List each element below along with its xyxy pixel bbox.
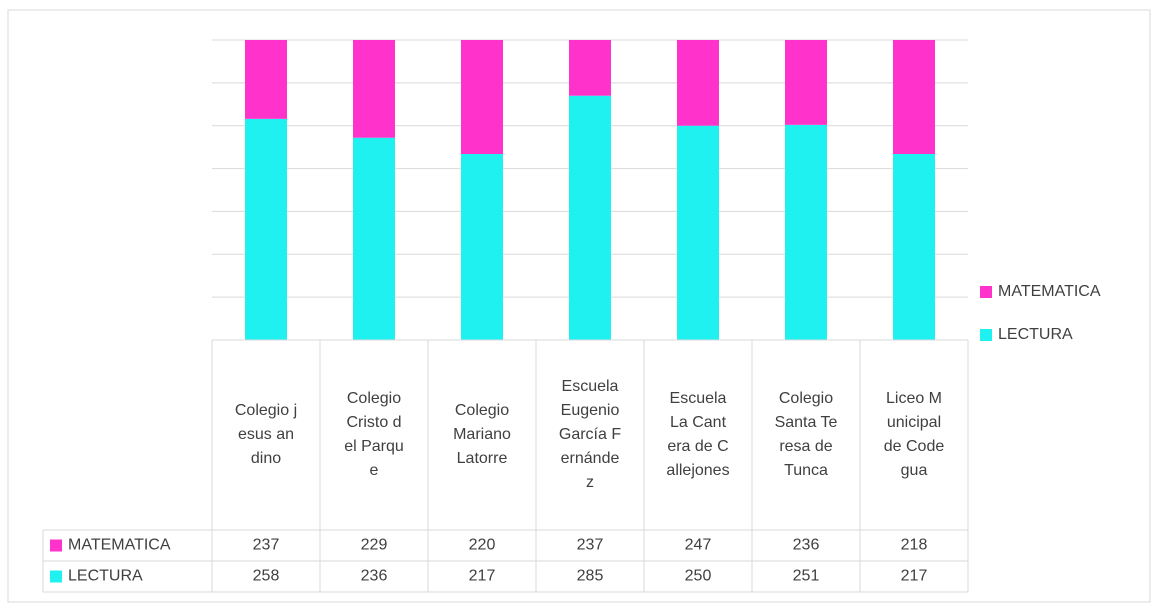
table-value: 250: [685, 568, 712, 585]
category-cell: Colegio Cristo del Parque: [344, 390, 404, 479]
bar-segment: [569, 40, 611, 96]
bar-segment: [245, 118, 287, 340]
legend-label: MATEMATICA: [998, 283, 1101, 300]
x-tick-label: Colegio Santa Teresa de Tunca: [774, 390, 838, 479]
table-value: 237: [253, 537, 280, 554]
bar-segment: [785, 124, 827, 340]
x-tick-label: Escuela Eugenio García Fernández: [558, 378, 622, 491]
bar-segment: [677, 125, 719, 340]
bar-segment: [893, 40, 935, 155]
category-cell: Colegio jesus andino: [234, 402, 298, 467]
category-cell: Colegio Mariano Latorre: [453, 402, 511, 467]
x-tick-label: Liceo Municipal de Codegua: [883, 390, 945, 479]
legend-key: [50, 539, 62, 552]
table-value: 217: [901, 568, 928, 585]
bar-segment: [245, 40, 287, 119]
bar-segment: [353, 137, 395, 340]
x-tick-label: Colegio Mariano Latorre: [453, 402, 511, 467]
category-cell: Liceo Municipal de Codegua: [883, 390, 945, 479]
table-value: 217: [469, 568, 496, 585]
x-tick-label: Colegio Cristo del Parque: [344, 390, 404, 479]
bar-segment: [461, 40, 503, 154]
x-tick-label: Colegio jesus andino: [234, 402, 298, 467]
table-value: 220: [469, 537, 496, 554]
table-value: 218: [901, 537, 928, 554]
category-cell: Escuela La Cantera de Callejones: [666, 390, 730, 479]
table-value: 251: [793, 568, 820, 585]
table-value: 247: [685, 537, 712, 554]
bar-segment: [785, 40, 827, 125]
bar-segment: [353, 40, 395, 138]
bar-segment: [893, 154, 935, 340]
table-value: 236: [361, 568, 388, 585]
table-value: 285: [577, 568, 604, 585]
table-value: 258: [253, 568, 280, 585]
legend-key: [980, 286, 992, 298]
legend-label: LECTURA: [998, 326, 1073, 343]
table-value: 229: [361, 537, 388, 554]
legend-key: [50, 570, 62, 583]
row-label: LECTURA: [68, 568, 143, 585]
row-label: MATEMATICA: [68, 537, 171, 554]
bars: [245, 40, 935, 340]
legend-key: [980, 329, 992, 341]
table-value: 237: [577, 537, 604, 554]
bar-segment: [677, 40, 719, 126]
bar-segment: [461, 154, 503, 340]
bar-segment: [569, 95, 611, 340]
x-tick-label: Escuela La Cantera de Callejones: [666, 390, 730, 479]
category-cell: Colegio Santa Teresa de Tunca: [774, 390, 838, 479]
table-value: 236: [793, 537, 820, 554]
category-cell: Escuela Eugenio García Fernández: [558, 378, 622, 491]
